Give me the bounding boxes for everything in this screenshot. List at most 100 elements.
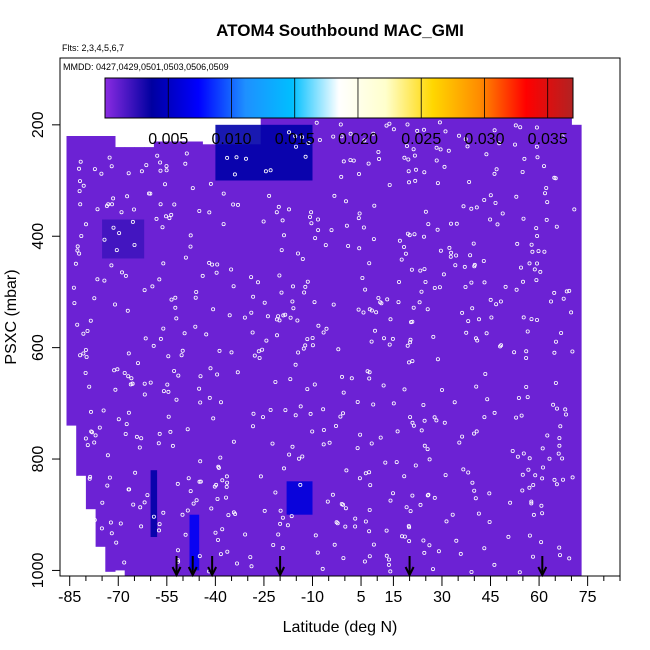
sample-point	[185, 427, 190, 432]
heatmap-cell	[309, 110, 320, 577]
sample-point	[466, 470, 471, 475]
sample-point	[252, 353, 257, 358]
sample-point	[536, 249, 541, 254]
sample-point	[361, 310, 366, 315]
sample-point	[469, 206, 474, 211]
sample-point	[120, 270, 125, 275]
sample-point	[77, 251, 82, 256]
sample-point	[204, 332, 209, 337]
sample-point	[569, 310, 574, 315]
sample-point	[559, 330, 564, 335]
sample-point	[418, 502, 423, 507]
sample-point	[92, 440, 97, 445]
sample-point	[225, 480, 230, 485]
heatmap-cell	[571, 124, 582, 577]
chart-title: ATOM4 Southbound MAC_GMI	[216, 21, 464, 40]
sample-point	[544, 217, 549, 222]
sample-point	[485, 397, 490, 402]
colorbar-tick-label: 0.035	[528, 131, 568, 148]
sample-point	[113, 302, 118, 307]
x-tick-label: -70	[107, 589, 130, 606]
sample-point	[303, 343, 308, 348]
sample-point	[454, 221, 459, 226]
sample-point	[111, 196, 116, 201]
sample-point	[131, 502, 136, 507]
sample-point	[535, 155, 540, 160]
sample-point	[553, 380, 558, 385]
sample-point	[527, 533, 532, 538]
sample-point	[353, 516, 358, 521]
sample-point	[344, 468, 349, 473]
sample-point	[367, 370, 372, 375]
heatmap-anomaly	[286, 481, 313, 515]
sample-point	[340, 411, 345, 416]
sample-point	[321, 442, 326, 447]
sample-point	[231, 284, 236, 289]
sample-point	[123, 431, 128, 436]
sample-point	[137, 445, 142, 450]
sample-point	[89, 429, 94, 434]
sample-point	[307, 214, 312, 219]
heatmap-layer	[66, 110, 582, 577]
sample-point	[169, 212, 174, 217]
sample-point	[210, 262, 215, 267]
sample-point	[101, 408, 106, 413]
sample-point	[520, 169, 525, 174]
sample-point	[158, 336, 163, 341]
sample-point	[313, 533, 318, 538]
sample-point	[557, 436, 562, 441]
y-tick-label: 400	[30, 223, 47, 250]
plot-area	[59, 57, 621, 578]
sample-point	[558, 424, 563, 429]
sample-point	[376, 149, 381, 154]
sample-point	[128, 382, 133, 387]
sample-point	[290, 284, 295, 289]
sample-point	[157, 431, 162, 436]
sample-point	[197, 554, 202, 559]
sample-point	[355, 446, 360, 451]
sample-point	[167, 216, 172, 221]
sample-point	[124, 422, 129, 427]
sample-point	[388, 317, 393, 322]
sample-point	[151, 343, 156, 348]
sample-point	[463, 137, 468, 142]
sample-point	[88, 318, 93, 323]
x-tick-label: -40	[204, 589, 227, 606]
sample-point	[191, 501, 196, 506]
sample-point	[122, 370, 127, 375]
sample-point	[521, 216, 526, 221]
sample-point	[467, 179, 472, 184]
sample-point	[421, 402, 426, 407]
x-tick-label: 60	[530, 589, 548, 606]
sample-point	[435, 357, 440, 362]
sample-point	[73, 261, 78, 266]
sample-point	[286, 130, 291, 135]
sample-point	[125, 308, 130, 313]
heatmap-cell	[552, 110, 563, 577]
sample-point	[87, 384, 92, 389]
sample-point	[378, 435, 383, 440]
sample-point	[260, 347, 265, 352]
x-axis: -85 -70 -55 -40 -25 -10 5 15 30 45 60 75	[58, 576, 621, 606]
sample-point	[435, 227, 440, 232]
sample-point	[423, 279, 428, 284]
heatmap-cell	[76, 136, 87, 476]
sample-point	[194, 289, 199, 294]
sample-point	[524, 355, 529, 360]
sample-point	[462, 264, 467, 269]
sample-point	[281, 313, 286, 318]
sample-point	[387, 121, 392, 126]
sample-point	[549, 299, 554, 304]
x-tick-label: 5	[357, 589, 366, 606]
sample-point	[105, 453, 110, 458]
sample-point	[306, 140, 311, 145]
sample-point	[474, 429, 479, 434]
sample-point	[520, 472, 525, 477]
sample-point	[330, 492, 335, 497]
flights-label: Flts: 2,3,4,5,6,7	[62, 43, 124, 53]
sample-point	[551, 402, 556, 407]
sample-point	[135, 361, 140, 366]
sample-point	[99, 171, 104, 176]
sample-point	[224, 474, 229, 479]
heatmap-cell	[66, 136, 77, 426]
